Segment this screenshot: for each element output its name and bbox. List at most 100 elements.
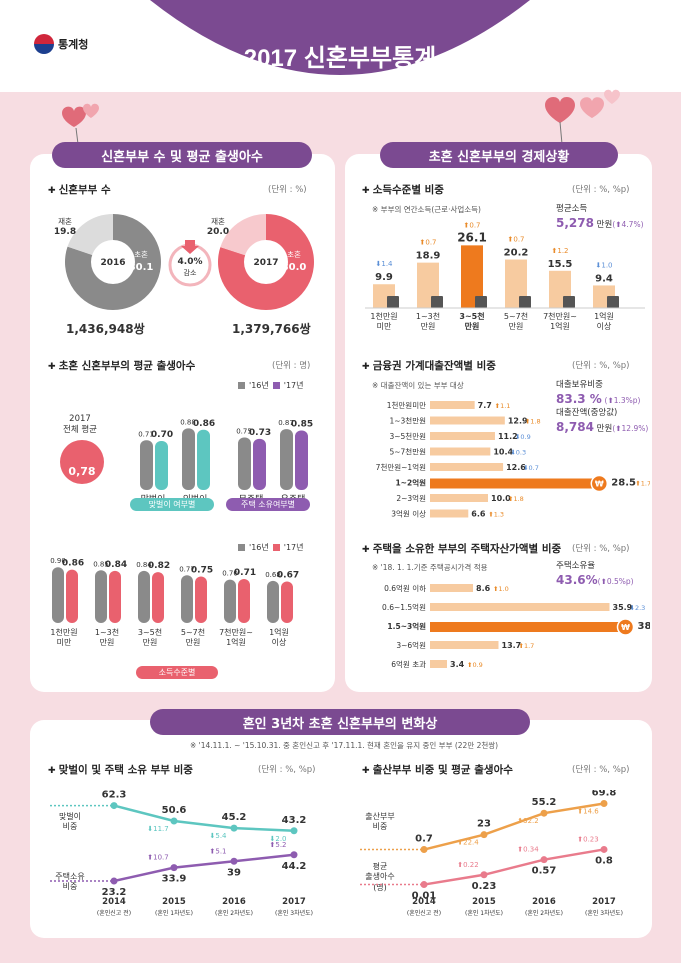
bar-17 bbox=[197, 429, 210, 490]
bar-16-label: 0.75 bbox=[236, 428, 252, 436]
right-section-title: 초혼 신혼부부의 경제상황 bbox=[380, 142, 618, 168]
house-chart: 0.6억원 이하 8.6 ⬆1.0 0.6~1.5억원 35.9⬇2.3 1.5~3억원 ₩… bbox=[382, 583, 651, 669]
loan-category: 3억원 이상 bbox=[391, 509, 426, 519]
income-heading: 소득수준별 비중 bbox=[362, 182, 444, 197]
point-value: 0.57 bbox=[532, 866, 557, 877]
couples-unit: (단위 : %) bbox=[268, 185, 307, 195]
bar-17 bbox=[109, 570, 121, 623]
series-point bbox=[540, 809, 548, 817]
loan-bar bbox=[430, 432, 495, 440]
point-change: ⬆14.6 bbox=[577, 807, 599, 815]
bar-17-label: 0.70 bbox=[151, 430, 173, 440]
x-tick: 2015 bbox=[162, 897, 186, 907]
bar-17-label: 0.67 bbox=[277, 570, 299, 580]
income-change: ⬆0.7 bbox=[420, 239, 437, 247]
avg-label: 2017 전체 평균 bbox=[63, 414, 97, 436]
bar-16 bbox=[181, 575, 193, 623]
loan-value: 11.2 bbox=[498, 432, 518, 441]
x-subtick: (혼인 2차년도) bbox=[215, 909, 253, 917]
point-value: 0.8 bbox=[595, 855, 613, 866]
legend-17b: '17년 bbox=[283, 543, 304, 552]
avg-income-label: 평균소득 bbox=[556, 204, 588, 214]
house-bar bbox=[430, 603, 610, 611]
page-title: 2017 신혼부부통계 bbox=[243, 45, 437, 72]
point-value: 0.23 bbox=[472, 881, 497, 892]
series-point bbox=[420, 846, 428, 854]
loan-heading: 금융권 가계대출잔액별 비중 bbox=[362, 358, 496, 373]
won-icon bbox=[590, 474, 609, 493]
bar-16 bbox=[138, 570, 150, 623]
point-value: 0.01 bbox=[412, 891, 437, 902]
bar-16-label: 0.84 bbox=[136, 561, 152, 569]
house-value: 38.3 bbox=[638, 621, 651, 632]
pie-hole bbox=[244, 240, 288, 284]
series-point bbox=[230, 857, 238, 865]
house-change: ⬆0.9 bbox=[467, 661, 483, 669]
loan-value: 6.6 bbox=[471, 510, 486, 519]
logo: 통계청 bbox=[34, 34, 88, 54]
x-subtick: (혼인 3차년도) bbox=[275, 909, 313, 917]
point-value: 33.9 bbox=[162, 874, 187, 885]
won-icon bbox=[616, 618, 635, 636]
wallet-icon bbox=[475, 296, 487, 308]
bar-category: 1~3천 만원 bbox=[95, 627, 119, 647]
point-change: ⬇11.7 bbox=[147, 825, 168, 833]
point-value: 62.3 bbox=[102, 790, 127, 801]
house-value: 35.9 bbox=[613, 603, 633, 612]
x-tick: 2015 bbox=[472, 897, 496, 907]
loan-bar bbox=[430, 401, 475, 409]
bar-17-label: 0.75 bbox=[191, 566, 213, 576]
series-point bbox=[540, 856, 548, 864]
br-s2-label: 평균 출생아수 (명) bbox=[365, 862, 395, 892]
loan-value: 10.0 bbox=[491, 494, 511, 503]
point-value: 55.2 bbox=[532, 797, 557, 808]
bar-16 bbox=[182, 428, 195, 490]
income-category: 3~5천 만원 bbox=[459, 311, 484, 331]
house-own-label: 주택소유율 bbox=[556, 561, 596, 571]
income-category: 7천만원~ 1억원 bbox=[543, 311, 577, 331]
point-value: 23 bbox=[477, 819, 491, 830]
point-change: ⬆22.4 bbox=[457, 839, 479, 847]
x-subtick: (혼인 2차년도) bbox=[525, 909, 563, 917]
avg-income-change: (⬆4.7%) bbox=[612, 220, 644, 230]
income-change: ⬆1.2 bbox=[552, 247, 569, 255]
loan-value: 10.4 bbox=[493, 448, 513, 457]
legend-17b-swatch bbox=[272, 544, 280, 551]
point-change: ⬆0.23 bbox=[577, 835, 598, 843]
bar-16 bbox=[224, 579, 236, 623]
income-value: 20.2 bbox=[504, 248, 529, 259]
left-section-title: 신혼부부 수 및 평균 출생아수 bbox=[52, 142, 312, 168]
bar-category: 5~7천 만원 bbox=[181, 627, 205, 647]
loan-category: 3~5천만원 bbox=[389, 431, 426, 441]
bar-category: 1억원 이상 bbox=[269, 627, 289, 647]
births-heading: 초혼 신혼부부의 평균 출생아수 bbox=[48, 358, 196, 373]
total-2017: 1,379,766쌍 bbox=[232, 322, 311, 336]
bar-category: 7천만원~ 1억원 bbox=[219, 627, 253, 647]
income-category: 1~3천 만원 bbox=[416, 311, 440, 331]
series-point bbox=[170, 817, 178, 825]
series-line bbox=[113, 804, 295, 833]
series-point bbox=[480, 871, 488, 879]
point-value: 43.2 bbox=[282, 815, 307, 826]
house-unit: (단위 : %, %p) bbox=[572, 544, 630, 554]
x-subtick: (혼인신고 전) bbox=[407, 909, 441, 917]
pie-hole bbox=[91, 240, 135, 284]
births-legend: '16년 '17년 bbox=[238, 380, 304, 391]
pie-first-label: 초혼 bbox=[287, 249, 301, 259]
loan-bar bbox=[430, 478, 596, 489]
loan-bar bbox=[430, 447, 491, 456]
income-bar bbox=[461, 245, 483, 308]
series-point bbox=[480, 831, 488, 839]
x-tick: 2017 bbox=[282, 897, 306, 907]
loan-unit: (단위 : %, %p) bbox=[572, 361, 630, 371]
income-value: 26.1 bbox=[457, 230, 487, 244]
avg-income-value: 5,278 bbox=[556, 216, 594, 231]
house-category: 1.5~3억원 bbox=[387, 621, 426, 631]
point-change: ⬇5.4 bbox=[210, 832, 228, 840]
bar-17 bbox=[281, 581, 293, 623]
bar-17-label: 0.85 bbox=[291, 420, 313, 430]
loan-amount-label: 대출잔액(중앙값) bbox=[556, 407, 618, 418]
series-line bbox=[113, 853, 295, 883]
